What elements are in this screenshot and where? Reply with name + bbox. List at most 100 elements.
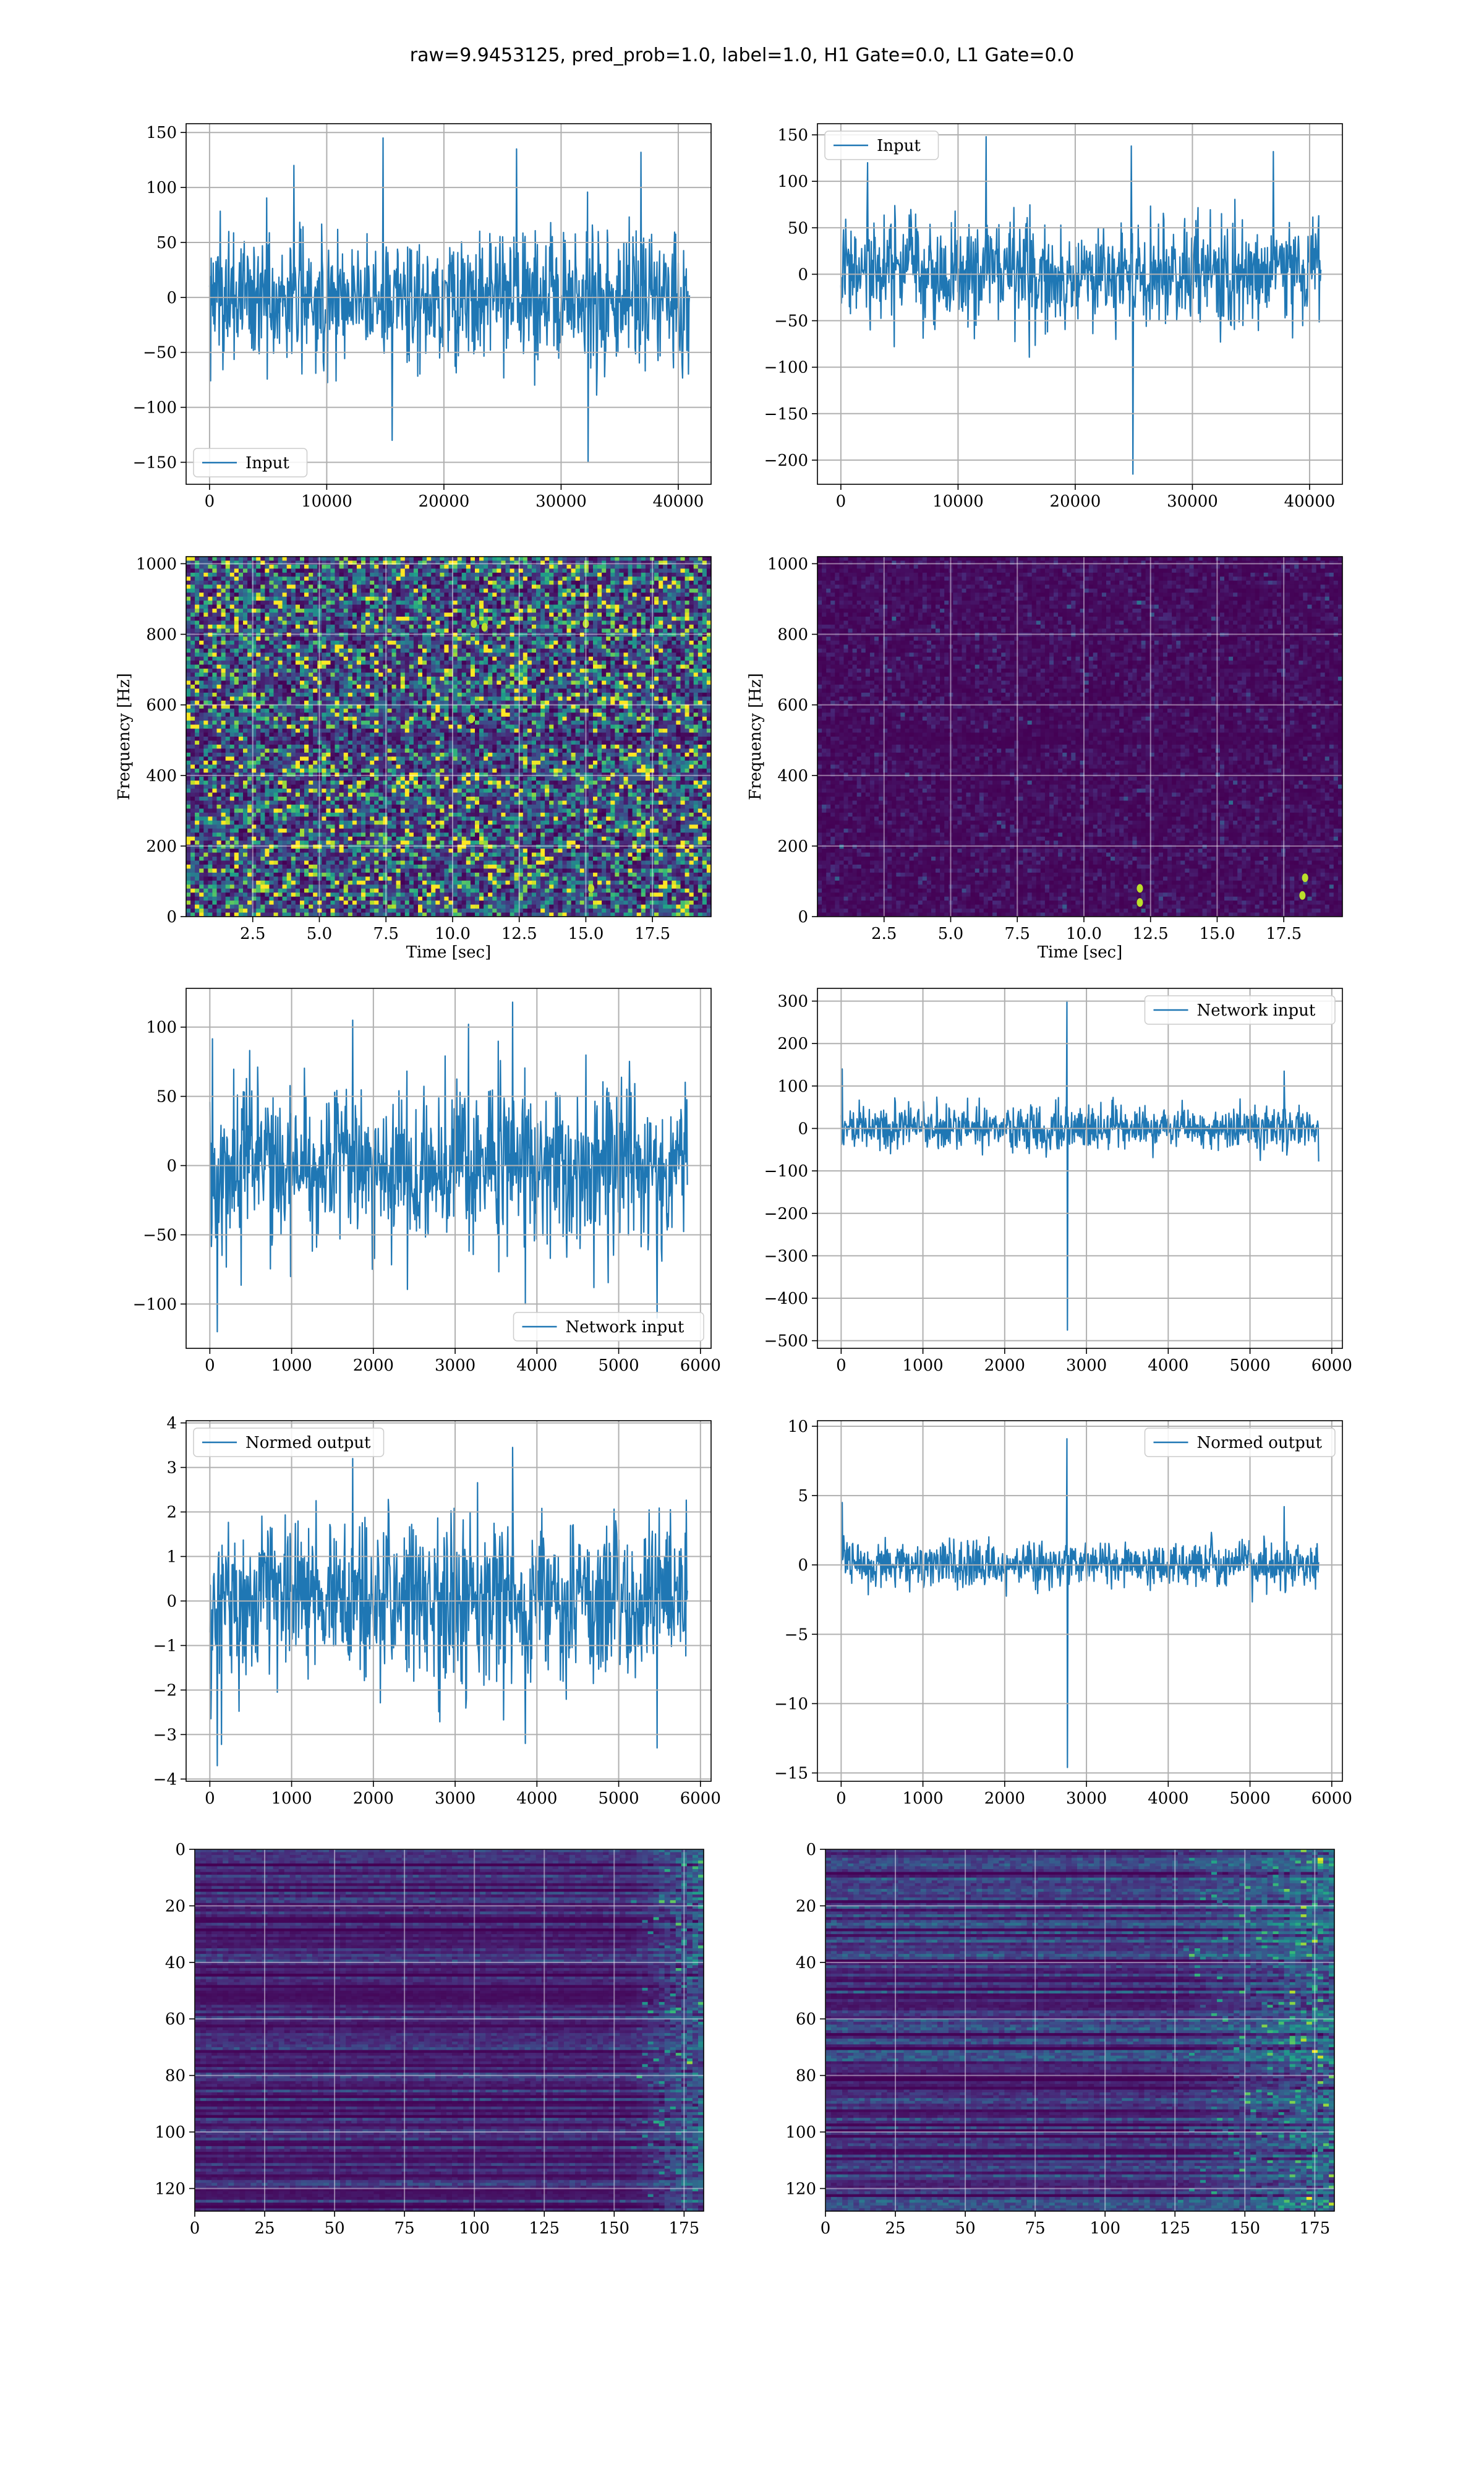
heatmap-cell (444, 700, 450, 705)
series-line-input (840, 135, 1322, 475)
heatmap-cell (186, 700, 191, 705)
heatmap-cell (663, 593, 668, 597)
heatmap-cell (522, 572, 528, 577)
heatmap-cell (422, 560, 427, 565)
heatmap-cell (435, 648, 440, 653)
heatmap-cell (378, 617, 383, 622)
heatmap-cell (501, 572, 506, 577)
heatmap-cell (606, 708, 611, 713)
heatmap-cell (247, 568, 252, 573)
heatmap-cell (641, 584, 646, 589)
heatmap-cell (391, 596, 397, 601)
heatmap-cell (448, 620, 454, 625)
heatmap-cell (387, 704, 393, 709)
heatmap-cell (597, 684, 602, 689)
heatmap-cell (505, 593, 511, 597)
heatmap-cell (234, 653, 239, 657)
heatmap-cell (225, 648, 231, 653)
heatmap-cell (623, 669, 629, 674)
heatmap-cell (650, 644, 655, 649)
heatmap-cell (659, 708, 663, 713)
heatmap-cell (229, 708, 235, 713)
heatmap-cell (676, 588, 681, 593)
heatmap-cell (365, 617, 370, 622)
heatmap-cell (579, 636, 585, 641)
heatmap-cell (195, 640, 200, 645)
heatmap-cell (588, 708, 594, 713)
heatmap-cell (597, 604, 602, 609)
heatmap-cell (387, 617, 393, 622)
heatmap-cell (615, 593, 620, 597)
heatmap-cell (566, 692, 572, 697)
heatmap-cell (247, 644, 252, 649)
heatmap-cell (256, 568, 261, 573)
heatmap-cell (479, 653, 484, 657)
heatmap-cell (597, 576, 602, 581)
heatmap-cell (234, 617, 239, 622)
heatmap-cell (522, 692, 528, 697)
heatmap-cell (343, 604, 349, 609)
heatmap-cell (484, 617, 488, 622)
heatmap-cell (313, 617, 318, 622)
heatmap-cell (282, 677, 288, 682)
heatmap-cell (536, 568, 541, 573)
heatmap-cell (352, 596, 357, 601)
heatmap-cell (593, 609, 598, 614)
heatmap-cell (400, 708, 406, 713)
heatmap-cell (190, 669, 195, 674)
heatmap-cell (343, 560, 349, 565)
heatmap-cell (229, 628, 235, 633)
heatmap-cell (479, 696, 484, 701)
heatmap-cell (680, 648, 686, 653)
heatmap-cell (400, 644, 406, 649)
heatmap-cell (531, 624, 537, 629)
heatmap-cell (309, 617, 313, 622)
heatmap-cell (540, 557, 545, 562)
heatmap-cell (597, 568, 602, 573)
heatmap-cell (514, 568, 519, 573)
heatmap-cell (199, 560, 204, 565)
heatmap-cell (584, 609, 589, 614)
heatmap-cell (339, 664, 344, 669)
heatmap-cell (300, 636, 305, 641)
heatmap-cell (466, 640, 471, 645)
heatmap-cell (326, 584, 331, 589)
heatmap-cell (278, 677, 283, 682)
heatmap-cell (602, 672, 607, 677)
heatmap-cell (370, 648, 375, 653)
heatmap-cell (326, 560, 331, 565)
heatmap-cell (330, 640, 336, 645)
heatmap-cell (216, 636, 222, 641)
heatmap-cell (212, 664, 218, 669)
heatmap-cell (186, 596, 191, 601)
heatmap-cell (413, 640, 419, 645)
heatmap-cell (409, 636, 414, 641)
heatmap-cell (335, 584, 340, 589)
heatmap-cell (457, 609, 463, 614)
heatmap-cell (536, 688, 541, 693)
heatmap-cell (229, 677, 235, 682)
heatmap-cell (330, 604, 336, 609)
heatmap-cell (286, 684, 292, 689)
heatmap-cell (641, 648, 646, 653)
heatmap-cell (409, 624, 414, 629)
heatmap-cell (422, 588, 427, 593)
heatmap-cell (352, 584, 357, 589)
heatmap-cell (440, 568, 445, 573)
heatmap-cell (273, 700, 279, 705)
heatmap-cell (684, 617, 690, 622)
heatmap-cell (571, 696, 576, 701)
heatmap-cell (562, 584, 568, 589)
heatmap-cell (422, 568, 427, 573)
heatmap-cell (282, 568, 288, 573)
heatmap-cell (203, 644, 208, 649)
heatmap-cell (352, 624, 357, 629)
heatmap-cell (330, 596, 336, 601)
heatmap-cell (304, 564, 309, 569)
heatmap-cell (229, 640, 235, 645)
heatmap-cell (348, 620, 353, 625)
heatmap-cell (641, 664, 646, 669)
heatmap-cell (514, 716, 519, 721)
heatmap-cell (453, 617, 458, 622)
heatmap-cell (492, 609, 497, 614)
